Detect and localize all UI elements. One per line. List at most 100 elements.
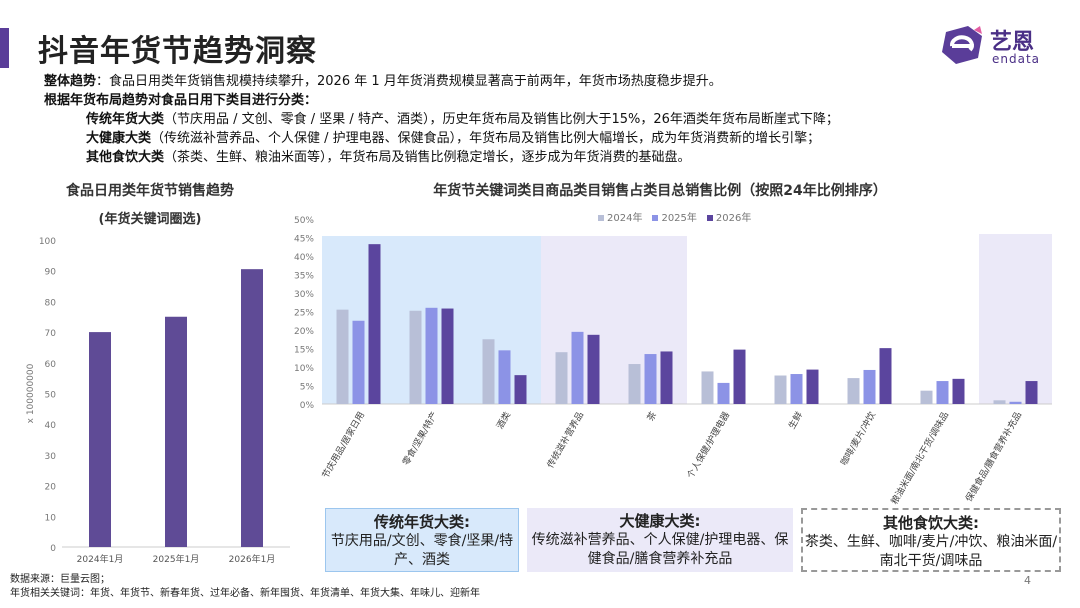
right-bar-2025年 <box>936 381 949 404</box>
logo-mark-icon <box>942 26 982 64</box>
summary-health-label: 大健康大类 <box>86 131 152 146</box>
logo-subtitle: endata <box>992 52 1041 66</box>
left-y-tick-label: 90 <box>45 268 57 278</box>
right-bar-2025年 <box>425 307 438 404</box>
right-bar-2024年 <box>701 371 714 404</box>
right-bar-2025年 <box>1009 401 1022 404</box>
summary-block: 整体趋势：食品日用类年货销售规模持续攀升，2026 年 1 月年货消费规模显著高… <box>44 72 839 167</box>
right-y-tick-label: 30% <box>294 290 314 300</box>
right-bar-2024年 <box>555 352 568 404</box>
summary-trend-text: ：食品日用类年货销售规模持续攀升，2026 年 1 月年货消费规模显著高于前两年… <box>96 74 722 89</box>
right-y-tick-label: 40% <box>294 253 314 263</box>
right-bar-2025年 <box>498 350 511 404</box>
left-y-tick-label: 80 <box>45 298 57 308</box>
page-number: 4 <box>1024 574 1031 587</box>
right-bar-2024年 <box>993 400 1006 404</box>
left-y-tick-label: 100 <box>39 237 56 247</box>
summary-other-label: 其他食饮大类 <box>86 150 165 165</box>
right-bar-2026年 <box>733 349 746 404</box>
left-y-tick-label: 0 <box>50 544 56 554</box>
right-x-tick-label: 生鲜 <box>786 410 805 432</box>
right-chart-title: 年货节关键词类目商品类目销售占类目总销售比例（按照24年比例排序） <box>433 183 887 199</box>
category-desc-health: 传统滋补营养品、个人保健/护理电器、保健食品/膳食营养补充品 <box>531 532 789 567</box>
right-bar-2024年 <box>336 309 349 404</box>
right-bar-2026年 <box>660 351 673 404</box>
summary-health-text: （传统滋补营养品、个人保健 / 护理电器、保健食品），年货布局及销售比例大幅增长… <box>151 131 821 146</box>
right-y-tick-label: 25% <box>294 309 314 319</box>
right-x-tick-label: 保健食品/膳食营养补充品 <box>963 410 1024 504</box>
right-bar-2024年 <box>847 378 860 404</box>
right-bar-2026年 <box>368 244 381 404</box>
legend-swatch-2024 <box>598 215 604 221</box>
right-bar-2025年 <box>790 374 803 404</box>
summary-classification: 根据年货布局趋势对食品日用下类目进行分类： <box>44 93 318 108</box>
right-bar-2024年 <box>920 390 933 404</box>
left-chart-subtitle: (年货关键词圈选) <box>98 212 202 227</box>
summary-traditional-label: 传统年货大类 <box>86 112 165 127</box>
left-chart-title: 食品日用类年货节销售趋势 <box>66 183 234 199</box>
right-bar-2026年 <box>806 369 819 404</box>
right-y-tick-label: 5% <box>300 383 315 393</box>
right-bar-2026年 <box>587 334 600 404</box>
right-y-tick-label: 10% <box>294 364 314 374</box>
right-x-tick-label: 茶 <box>644 410 659 424</box>
right-bar-2025年 <box>352 320 365 404</box>
left-y-tick-label: 60 <box>45 360 57 370</box>
summary-line-classification: 根据年货布局趋势对食品日用下类目进行分类： <box>44 91 839 110</box>
right-x-tick-label: 节庆用品/居家日用 <box>319 410 367 481</box>
brand-logo: 艺恩 endata <box>938 22 1058 70</box>
left-bar <box>165 316 187 547</box>
category-desc-traditional: 节庆用品/文创、零食/坚果/特产、酒类 <box>330 533 514 568</box>
legend-swatch-2025 <box>652 215 659 221</box>
right-bar-2024年 <box>774 375 787 404</box>
left-x-tick-label: 2026年1月 <box>229 553 276 565</box>
right-bar-2026年 <box>952 378 965 404</box>
right-bar-2025年 <box>571 331 584 404</box>
right-x-tick-label: 传统滋补营养品 <box>544 410 586 471</box>
left-bar <box>89 332 111 547</box>
left-y-tick-label: 40 <box>45 421 57 431</box>
left-y-tick-label: 50 <box>45 391 57 401</box>
band-health-upper <box>979 234 1052 404</box>
right-x-tick-label: 个人保健/护理电器 <box>684 410 732 481</box>
right-x-tick-label: 酒类 <box>494 410 513 432</box>
right-chart-legend: 2024年 2025年 2026年 <box>598 209 751 224</box>
left-bar <box>241 269 263 547</box>
category-box-other: 其他食饮大类: 茶类、生鲜、咖啡/麦片/冲饮、粮油米面/南北干货/调味品 <box>801 508 1061 572</box>
title-accent-bar <box>0 28 9 68</box>
right-y-tick-label: 35% <box>294 272 314 282</box>
right-bar-2024年 <box>628 364 641 404</box>
right-y-tick-label: 45% <box>294 235 314 245</box>
summary-traditional-text: （节庆用品 / 文创、零食 / 坚果 / 特产、酒类），历史年货布局及销售比例大… <box>164 112 839 127</box>
legend-label-2024: 2024年 <box>607 213 643 224</box>
right-bar-2025年 <box>644 354 657 404</box>
category-box-traditional: 传统年货大类: 节庆用品/文创、零食/坚果/特产、酒类 <box>325 508 519 572</box>
category-box-health: 大健康大类: 传统滋补营养品、个人保健/护理电器、保健食品/膳食营养补充品 <box>527 508 793 572</box>
summary-line-traditional: 传统年货大类（节庆用品 / 文创、零食 / 坚果 / 特产、酒类），历史年货布局… <box>44 110 839 129</box>
left-y-tick-label: 20 <box>45 483 57 493</box>
right-y-tick-label: 20% <box>294 327 314 337</box>
right-bar-2026年 <box>879 348 892 404</box>
right-bar-2024年 <box>409 310 422 404</box>
legend-swatch-2026 <box>706 215 713 221</box>
summary-line-trend: 整体趋势：食品日用类年货销售规模持续攀升，2026 年 1 月年货消费规模显著高… <box>44 72 839 91</box>
summary-trend-label: 整体趋势 <box>44 74 97 89</box>
category-name-health: 大健康大类: <box>619 512 701 530</box>
right-bar-2025年 <box>863 369 876 404</box>
category-desc-other: 茶类、生鲜、咖啡/麦片/冲饮、粮油米面/南北干货/调味品 <box>804 534 1058 569</box>
left-x-tick-label: 2025年1月 <box>153 553 200 565</box>
page-title: 抖音年货节趋势洞察 <box>38 34 317 69</box>
summary-line-health: 大健康大类（传统滋补营养品、个人保健 / 护理电器、保健食品），年货布局及销售比… <box>44 129 839 148</box>
left-y-axis-label: x 100000000 <box>26 363 36 423</box>
right-x-tick-label: 粮油米面/南北干货/调味品 <box>888 410 951 507</box>
logo-name: 艺恩 <box>990 30 1035 55</box>
right-bar-2026年 <box>514 375 527 404</box>
left-y-tick-label: 10 <box>45 513 57 523</box>
source-text: 数据来源：巨量云图； <box>10 574 110 585</box>
category-name-other: 其他食饮大类: <box>883 514 979 532</box>
summary-line-other: 其他食饮大类（茶类、生鲜、粮油米面等），年货布局及销售比例稳定增长，逐步成为年货… <box>44 148 839 167</box>
legend-label-2025: 2025年 <box>661 213 697 224</box>
right-y-tick-label: 50% <box>294 216 314 226</box>
summary-other-text: （茶类、生鲜、粮油米面等），年货布局及销售比例稳定增长，逐步成为年货消费的基础盘… <box>164 150 691 165</box>
